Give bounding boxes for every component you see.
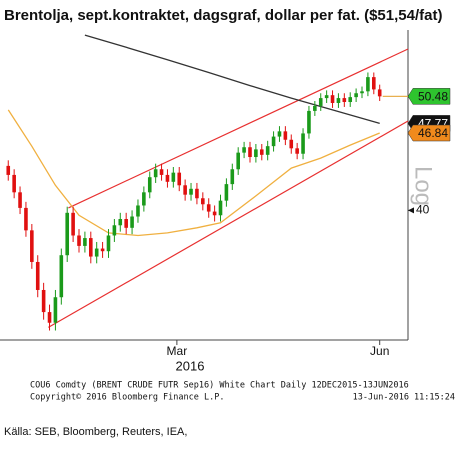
candle-body (195, 188, 199, 199)
candle-body (183, 185, 187, 195)
trend-line (48, 120, 409, 328)
x-axis-label: 2016 (176, 358, 205, 373)
candle-body (153, 169, 158, 178)
candle-body (41, 289, 46, 313)
candle-body (106, 235, 111, 252)
x-tick-label: Jun (370, 344, 389, 358)
candle-body (201, 198, 205, 205)
candle-body (18, 192, 22, 208)
candle-body (47, 312, 52, 323)
candle-body (348, 97, 353, 103)
candle-body (165, 174, 170, 182)
candle-body (12, 174, 16, 193)
candle-body (230, 169, 235, 185)
candle-body (159, 169, 164, 175)
candle-body (289, 139, 294, 149)
candle-body (313, 105, 317, 111)
candle-body (318, 98, 323, 106)
candle-body (254, 149, 258, 158)
candle-body (248, 147, 252, 158)
candle-body (59, 255, 64, 298)
candle-body (301, 133, 305, 154)
candle-body (360, 91, 364, 94)
candle-body (71, 212, 75, 236)
footer-line: COU6 Comdty (BRENT CRUDE FUTR Sep16) Whi… (30, 381, 409, 391)
candle-body (218, 200, 223, 216)
candle-body (65, 212, 70, 256)
candle-body (330, 95, 335, 103)
candle-body (224, 184, 229, 201)
y-tick-label: 40 (416, 203, 430, 217)
ma-line (84, 34, 380, 125)
price-tag (407, 124, 451, 142)
scale-label: Log (410, 166, 437, 206)
price-tag (407, 88, 451, 105)
candle-body (366, 77, 370, 92)
candle-body (265, 146, 270, 155)
ma-line (7, 109, 380, 237)
footer-line: Copyright© 2016 Bloomberg Finance L.P. (30, 393, 224, 403)
candle-body (307, 110, 311, 134)
candle-body (83, 238, 87, 246)
candle-body (53, 297, 58, 323)
trend-line (68, 48, 409, 209)
x-tick-label: Mar (167, 344, 188, 358)
candle-body (112, 225, 117, 236)
candle-body (30, 230, 34, 262)
candle-body (212, 211, 217, 216)
candle-body (242, 147, 246, 153)
price-tag-label: 46.84 (418, 126, 448, 140)
candle-body (118, 219, 123, 226)
candle-body (136, 205, 140, 217)
candle-body (342, 98, 347, 103)
candle-body (336, 98, 341, 103)
candle-body (94, 248, 99, 257)
candle-body (236, 152, 240, 170)
y-tick-arrow (408, 207, 414, 214)
candle-body (171, 172, 176, 182)
timestamp: 13-Jun-2016 11:15:24 (353, 393, 455, 403)
candle-body (6, 165, 11, 175)
candle-body (377, 89, 382, 97)
candle-body (147, 177, 152, 193)
candle-body (271, 136, 276, 147)
price-tag-label: 50.48 (418, 90, 448, 104)
chart-title: Brentolja, sept.kontraktet, dagsgraf, do… (4, 7, 442, 24)
candle-body (372, 77, 376, 90)
candle-body (35, 261, 40, 290)
candle-body (100, 248, 105, 252)
candle-body (24, 207, 28, 231)
candle-body (77, 235, 81, 246)
candle-body (206, 204, 211, 212)
candle-body (88, 238, 93, 257)
candle-body (124, 219, 128, 228)
candle-body (324, 95, 329, 99)
candle-body (130, 216, 134, 228)
candle-body (177, 172, 182, 186)
source: Källa: SEB, Bloomberg, Reuters, IEA, (4, 426, 187, 438)
candle-body (277, 131, 282, 137)
candle-body (283, 131, 288, 140)
candle-body (354, 93, 358, 98)
candle-body (189, 188, 193, 195)
candle-body (142, 192, 146, 206)
candle-body (259, 149, 264, 155)
candle-body (295, 148, 299, 154)
